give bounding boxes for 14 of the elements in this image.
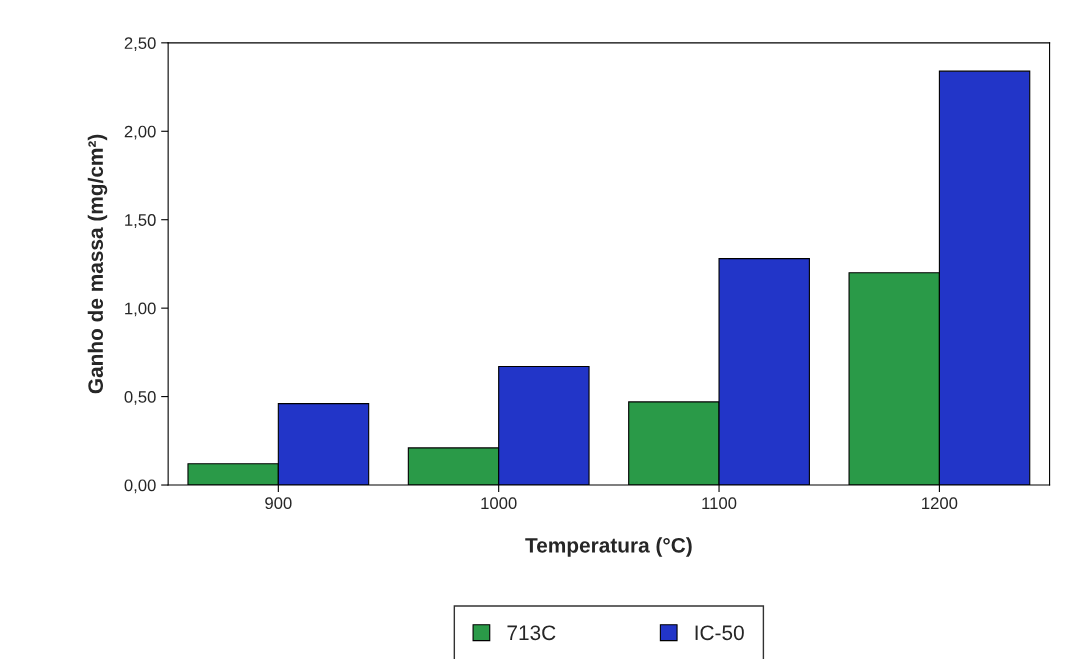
x-tick-label: 1100 — [702, 497, 737, 510]
legend-label: IC-50 — [695, 625, 744, 641]
y-tick-label: 2,00 — [124, 125, 156, 140]
y-tick-label: 1,50 — [125, 214, 156, 228]
y-tick-label: 0,50 — [124, 390, 156, 405]
x-tick-label: 1000 — [481, 497, 517, 510]
x-axis-title: Temperatura (°C) — [525, 537, 692, 557]
y-tick-label: 2,50 — [124, 37, 156, 52]
y-tick-label: 1,00 — [125, 302, 156, 317]
x-tick-label: 900 — [265, 497, 292, 510]
y-axis-title: Ganho de massa (mg/cm²) — [87, 134, 108, 394]
y-tick-label: 0,00 — [124, 479, 156, 494]
legend-label: 713C — [507, 625, 556, 641]
x-tick-label: 1200 — [922, 497, 958, 510]
